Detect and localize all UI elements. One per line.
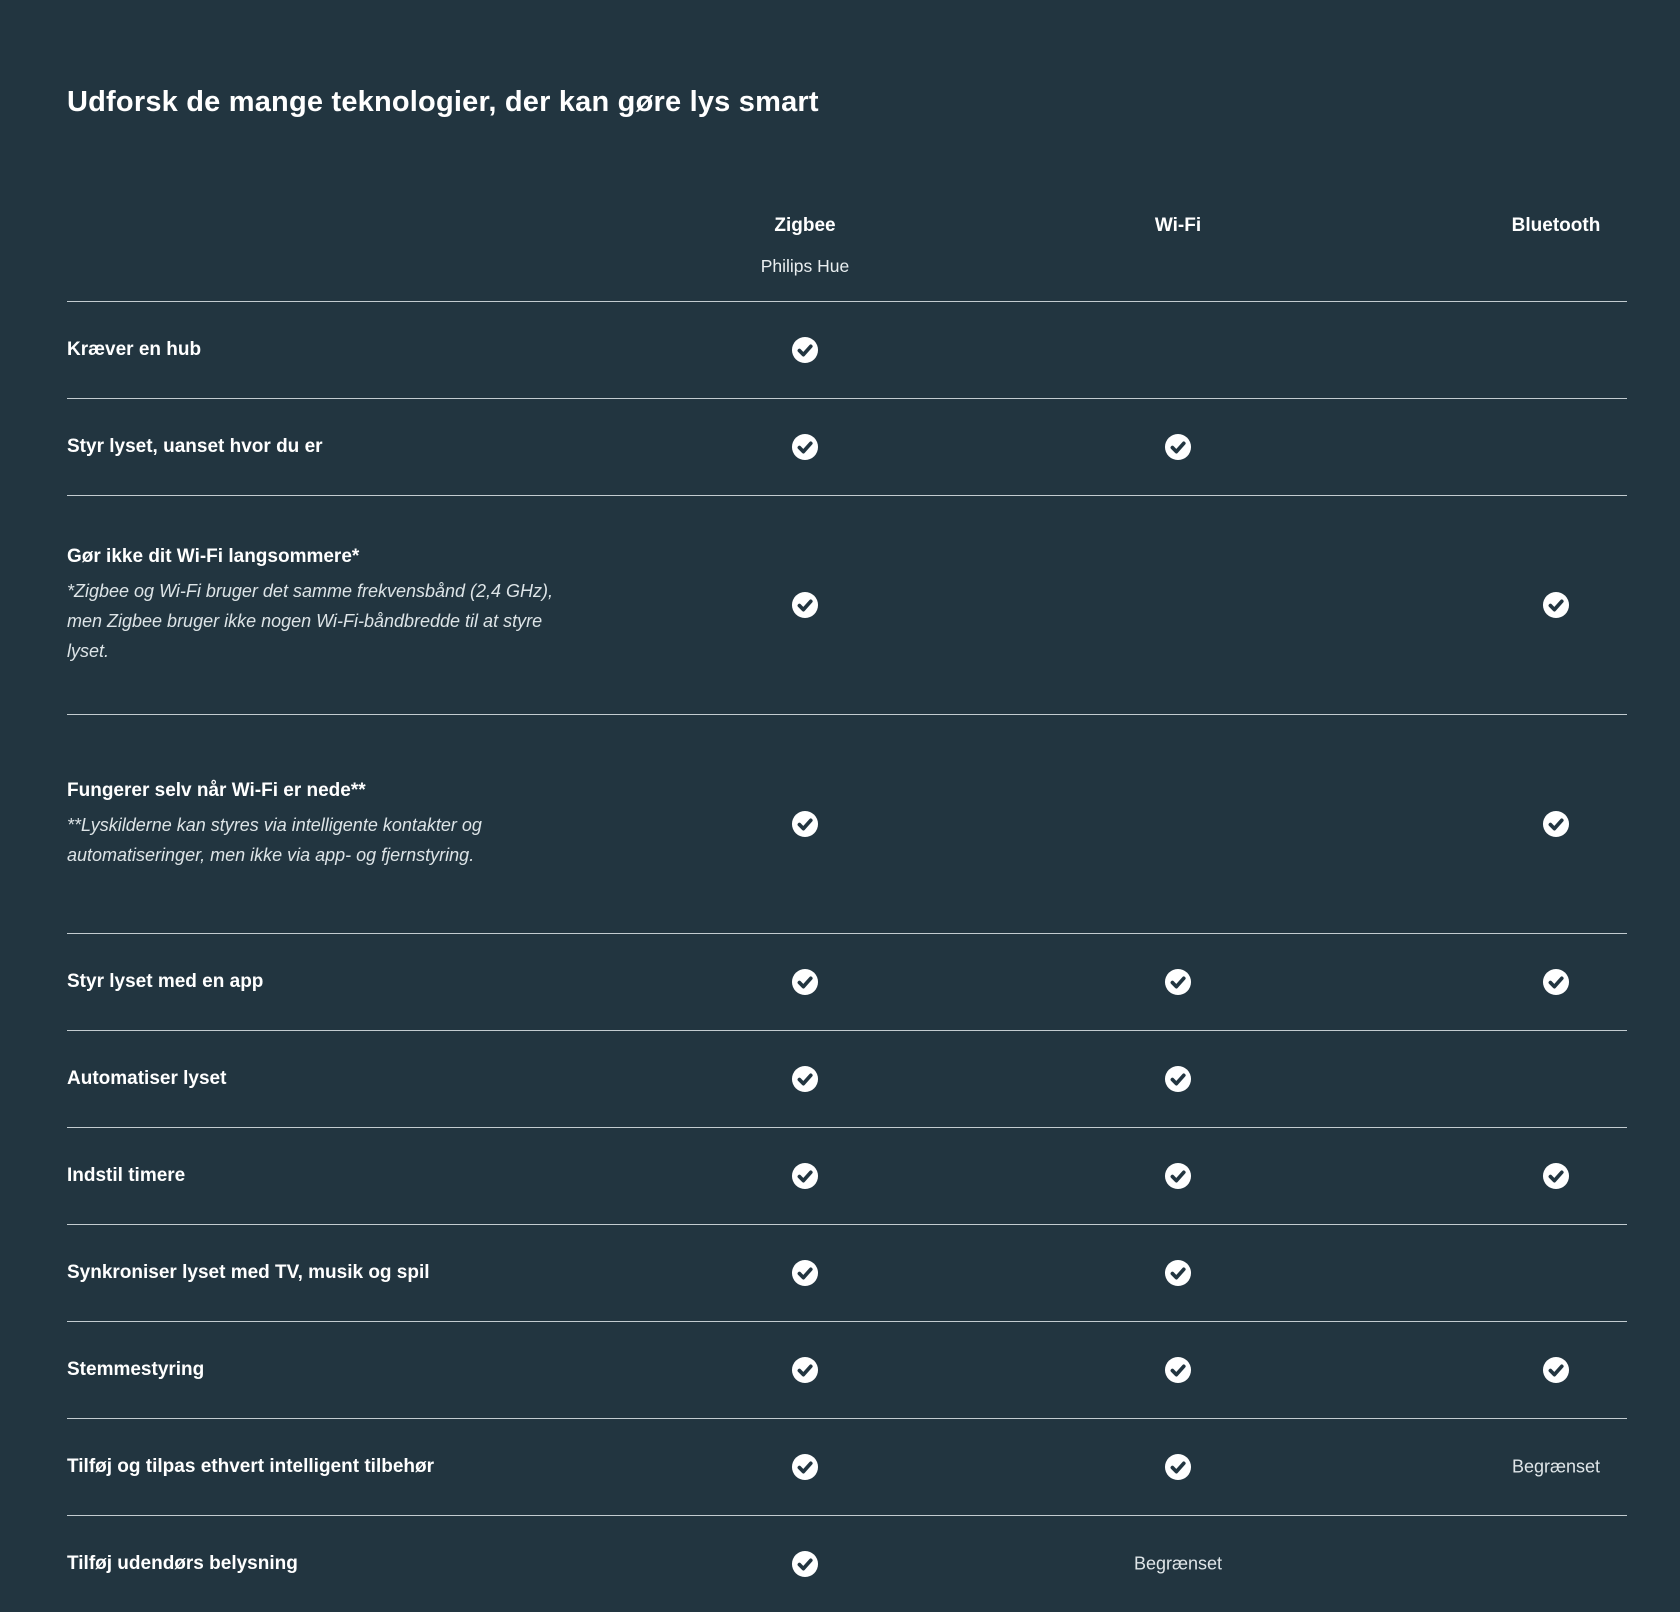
feature-label-group: Synkroniser lyset med TV, musik og spil xyxy=(67,1260,627,1286)
cell-bluetooth xyxy=(1542,1357,1570,1384)
check-icon xyxy=(791,1551,819,1578)
cell-wifi xyxy=(1164,1357,1192,1384)
cell-bluetooth xyxy=(1542,969,1570,996)
table-body: Kræver en hub Styr lyset, uanset hvor du… xyxy=(67,302,1627,1612)
column-sublabel: Philips Hue xyxy=(760,256,850,277)
feature-label: Tilføj udendørs belysning xyxy=(67,1553,298,1575)
cell-zigbee xyxy=(791,592,819,619)
table-row: Tilføj udendørs belysning Begrænset xyxy=(67,1516,1627,1612)
table-row: Styr lyset med en app xyxy=(67,934,1627,1032)
feature-label-group: Automatiser lyset xyxy=(67,1066,627,1092)
feature-label-group: Indstil timere xyxy=(67,1163,627,1189)
check-icon xyxy=(791,969,819,996)
technology-comparison-table: Zigbee Philips Hue Wi-Fi Bluetooth Kræve… xyxy=(67,215,1627,1612)
feature-label-group: Gør ikke dit Wi-Fi langsommere* *Zigbee … xyxy=(67,544,627,666)
check-icon xyxy=(791,811,819,838)
cell-wifi xyxy=(1164,434,1192,461)
limited-label: Begrænset xyxy=(1511,1456,1601,1477)
column-header-wifi: Wi-Fi xyxy=(1155,215,1201,237)
column-label: Bluetooth xyxy=(1511,215,1601,237)
check-icon xyxy=(1542,969,1570,996)
check-icon xyxy=(791,1357,819,1384)
table-row: Kræver en hub xyxy=(67,302,1627,400)
feature-label: Tilføj og tilpas ethvert intelligent til… xyxy=(67,1456,435,1478)
cell-zigbee xyxy=(791,337,819,364)
cell-wifi xyxy=(1164,1066,1192,1093)
column-header-bluetooth: Bluetooth xyxy=(1512,215,1601,237)
feature-label-group: Styr lyset, uanset hvor du er xyxy=(67,434,627,460)
feature-label: Styr lyset, uanset hvor du er xyxy=(67,436,323,458)
feature-label-group: Stemmestyring xyxy=(67,1357,627,1383)
cell-wifi xyxy=(1164,1260,1192,1287)
check-icon xyxy=(791,1163,819,1190)
feature-label-group: Tilføj udendørs belysning xyxy=(67,1551,627,1577)
check-icon xyxy=(1164,1454,1192,1481)
cell-bluetooth: Begrænset xyxy=(1512,1457,1600,1478)
cell-wifi xyxy=(1164,1163,1192,1190)
feature-label: Fungerer selv når Wi-Fi er nede** xyxy=(67,780,366,802)
feature-label: Gør ikke dit Wi-Fi langsommere* xyxy=(67,546,360,568)
cell-bluetooth xyxy=(1542,811,1570,838)
limited-label: Begrænset xyxy=(1133,1553,1223,1574)
check-icon xyxy=(1164,1357,1192,1384)
table-row: Indstil timere xyxy=(67,1128,1627,1226)
feature-label: Automatiser lyset xyxy=(67,1068,227,1090)
table-row: Styr lyset, uanset hvor du er xyxy=(67,399,1627,497)
feature-label-group: Styr lyset med en app xyxy=(67,969,627,995)
check-icon xyxy=(791,1066,819,1093)
table-row: Synkroniser lyset med TV, musik og spil xyxy=(67,1225,1627,1323)
check-icon xyxy=(1164,969,1192,996)
column-label: Zigbee xyxy=(774,215,836,237)
check-icon xyxy=(1542,592,1570,619)
check-icon xyxy=(1164,434,1192,461)
table-row: Fungerer selv når Wi-Fi er nede** **Lysk… xyxy=(67,715,1627,935)
cell-zigbee xyxy=(791,1260,819,1287)
cell-zigbee xyxy=(791,1163,819,1190)
table-row: Stemmestyring xyxy=(67,1322,1627,1420)
table-header: Zigbee Philips Hue Wi-Fi Bluetooth xyxy=(67,215,1627,303)
check-icon xyxy=(791,1260,819,1287)
cell-wifi xyxy=(1164,1454,1192,1481)
cell-zigbee xyxy=(791,811,819,838)
check-icon xyxy=(791,434,819,461)
feature-footnote: **Lyskilderne kan styres via intelligent… xyxy=(67,815,482,866)
cell-zigbee xyxy=(791,1551,819,1578)
cell-zigbee xyxy=(791,969,819,996)
cell-bluetooth xyxy=(1542,1163,1570,1190)
column-label: Wi-Fi xyxy=(1154,215,1202,237)
cell-wifi: Begrænset xyxy=(1134,1554,1222,1575)
check-icon xyxy=(1164,1260,1192,1287)
page-title: Udforsk de mange teknologier, der kan gø… xyxy=(67,86,819,118)
feature-label: Indstil timere xyxy=(67,1165,186,1187)
feature-footnote: *Zigbee og Wi-Fi bruger det samme frekve… xyxy=(67,581,554,662)
table-row: Automatiser lyset xyxy=(67,1031,1627,1129)
feature-label-group: Tilføj og tilpas ethvert intelligent til… xyxy=(67,1454,627,1480)
check-icon xyxy=(1164,1066,1192,1093)
check-icon xyxy=(1542,811,1570,838)
check-icon xyxy=(1542,1357,1570,1384)
check-icon xyxy=(1164,1163,1192,1190)
feature-label: Synkroniser lyset med TV, musik og spil xyxy=(67,1262,430,1284)
feature-label: Kræver en hub xyxy=(67,339,202,361)
cell-zigbee xyxy=(791,434,819,461)
cell-wifi xyxy=(1164,969,1192,996)
check-icon xyxy=(1542,1163,1570,1190)
column-header-zigbee: Zigbee Philips Hue xyxy=(761,215,850,277)
feature-label-group: Fungerer selv når Wi-Fi er nede** **Lysk… xyxy=(67,778,627,870)
cell-zigbee xyxy=(791,1357,819,1384)
table-row: Tilføj og tilpas ethvert intelligent til… xyxy=(67,1419,1627,1517)
feature-label-group: Kræver en hub xyxy=(67,337,627,363)
table-row: Gør ikke dit Wi-Fi langsommere* *Zigbee … xyxy=(67,496,1627,716)
feature-label: Stemmestyring xyxy=(67,1359,205,1381)
cell-zigbee xyxy=(791,1066,819,1093)
cell-zigbee xyxy=(791,1454,819,1481)
check-icon xyxy=(791,592,819,619)
cell-bluetooth xyxy=(1542,592,1570,619)
check-icon xyxy=(791,1454,819,1481)
check-icon xyxy=(791,337,819,364)
feature-label: Styr lyset med en app xyxy=(67,971,264,993)
